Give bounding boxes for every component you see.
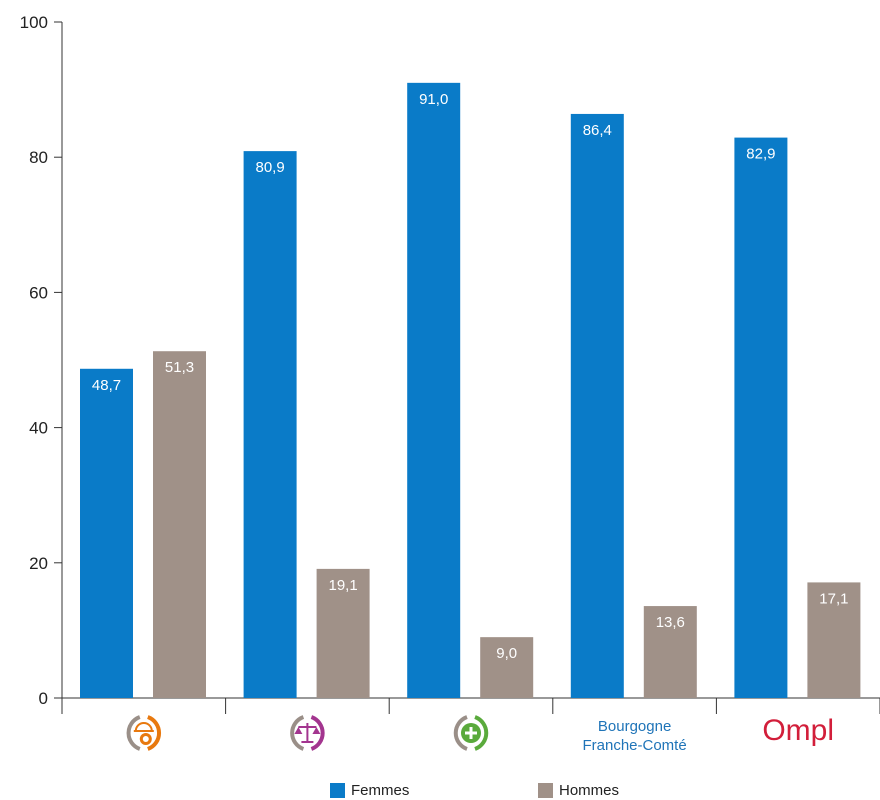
legend-label-hommes: Hommes	[559, 781, 620, 799]
helmet-shape	[134, 722, 153, 732]
icon-arc-left	[290, 715, 305, 751]
y-tick-label: 80	[29, 148, 48, 167]
bar-femmes-3	[570, 113, 624, 699]
bar-hommes-0	[153, 351, 206, 698]
value-label-hommes-1: 19,1	[328, 577, 357, 594]
construction-worker-icon	[126, 715, 161, 751]
value-label-femmes-1: 80,9	[255, 159, 284, 176]
legend-label-femmes: Femmes	[351, 781, 410, 799]
bar-hommes-1	[316, 568, 370, 698]
value-label-hommes-2: 9,0	[496, 645, 517, 662]
y-tick-label: 40	[29, 419, 48, 438]
legend-swatch-femmes	[330, 782, 345, 798]
y-tick-label: 0	[39, 689, 48, 708]
bar-hommes-3	[643, 606, 697, 698]
bar-femmes-0	[80, 368, 133, 698]
bar-femmes-2	[407, 82, 461, 699]
scale-pan-left	[294, 727, 303, 734]
legend-swatch-hommes	[538, 782, 553, 798]
category-label-line: Franche-Comté	[582, 737, 686, 754]
value-label-hommes-3: 13,6	[656, 614, 685, 631]
value-label-femmes-0: 48,7	[92, 377, 121, 394]
icon-arc-right	[474, 715, 489, 751]
bar-femmes-4	[734, 137, 788, 698]
bar-hommes-4	[807, 582, 861, 698]
icon-arc-left	[126, 715, 141, 751]
icon-arc-left	[453, 715, 468, 751]
value-label-hommes-0: 51,3	[165, 359, 194, 376]
legend-item-femmes: Femmes	[330, 780, 409, 800]
icon-arc-right	[146, 715, 161, 751]
y-tick-label: 20	[29, 554, 48, 573]
category-label-line: Bourgogne	[598, 718, 671, 735]
value-label-femmes-2: 91,0	[419, 91, 448, 108]
cross-horizontal	[465, 731, 477, 735]
value-label-femmes-3: 86,4	[583, 122, 612, 139]
scale-pan-right	[312, 727, 321, 734]
icon-arc-right	[310, 715, 325, 751]
value-label-femmes-4: 82,9	[746, 146, 775, 163]
health-cross-icon	[453, 715, 489, 751]
value-label-hommes-4: 17,1	[819, 590, 848, 607]
scales-of-justice-icon	[290, 715, 325, 751]
bar-hommes-2	[480, 637, 534, 698]
ompl-logo: Ompl	[762, 714, 834, 747]
legend-item-hommes: Hommes	[538, 780, 619, 800]
bar-femmes-1	[243, 151, 297, 699]
worker-face	[142, 736, 149, 742]
y-tick-label: 60	[29, 283, 48, 302]
y-tick-label: 100	[20, 13, 48, 32]
